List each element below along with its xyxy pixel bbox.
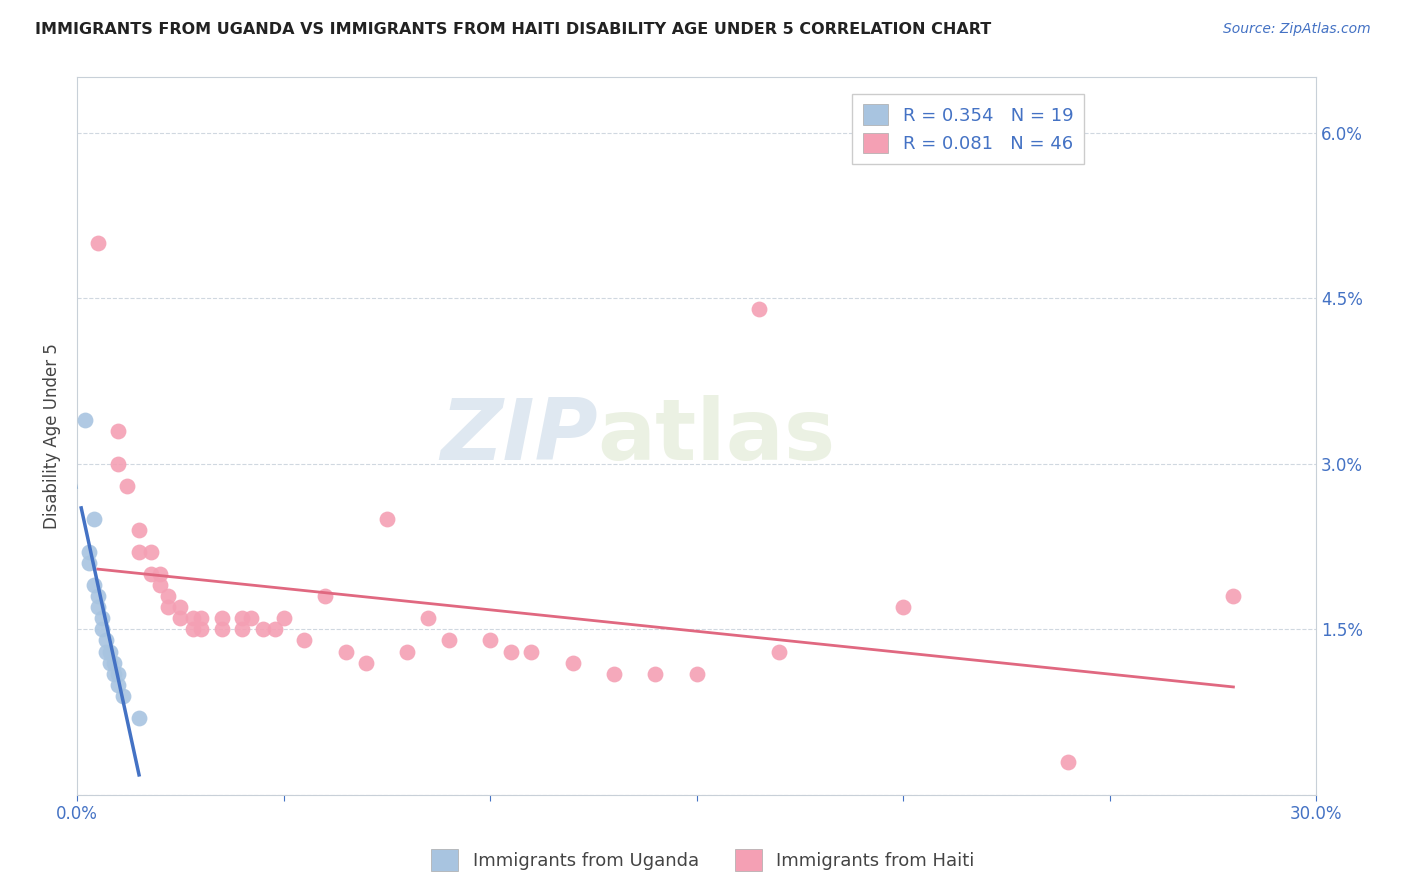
Point xyxy=(190,623,212,637)
Text: Source: ZipAtlas.com: Source: ZipAtlas.com xyxy=(1223,22,1371,37)
Point xyxy=(335,644,357,658)
Point xyxy=(416,611,439,625)
Point xyxy=(107,666,129,681)
Point xyxy=(561,656,583,670)
Point xyxy=(273,611,295,625)
Point xyxy=(354,656,377,670)
Point xyxy=(891,600,914,615)
Point xyxy=(94,633,117,648)
Point xyxy=(644,666,666,681)
Legend: Immigrants from Uganda, Immigrants from Haiti: Immigrants from Uganda, Immigrants from … xyxy=(425,842,981,879)
Point xyxy=(156,590,179,604)
Point xyxy=(107,424,129,438)
Point xyxy=(141,567,163,582)
Point xyxy=(479,633,502,648)
Point xyxy=(128,523,150,537)
Point xyxy=(94,644,117,658)
Point xyxy=(107,457,129,471)
Point xyxy=(314,590,336,604)
Point xyxy=(169,611,191,625)
Point xyxy=(149,578,172,592)
Point xyxy=(141,545,163,559)
Point xyxy=(396,644,419,658)
Point xyxy=(103,666,125,681)
Point xyxy=(90,611,112,625)
Point xyxy=(499,644,522,658)
Point xyxy=(111,689,134,703)
Text: IMMIGRANTS FROM UGANDA VS IMMIGRANTS FROM HAITI DISABILITY AGE UNDER 5 CORRELATI: IMMIGRANTS FROM UGANDA VS IMMIGRANTS FRO… xyxy=(35,22,991,37)
Point xyxy=(520,644,543,658)
Point xyxy=(107,678,129,692)
Point xyxy=(181,611,204,625)
Point xyxy=(87,600,110,615)
Point xyxy=(211,623,233,637)
Point xyxy=(375,512,398,526)
Point xyxy=(437,633,460,648)
Point xyxy=(190,611,212,625)
Point xyxy=(231,611,253,625)
Point xyxy=(128,711,150,725)
Point xyxy=(603,666,626,681)
Point xyxy=(79,556,101,570)
Point xyxy=(239,611,262,625)
Legend: R = 0.354   N = 19, R = 0.081   N = 46: R = 0.354 N = 19, R = 0.081 N = 46 xyxy=(852,94,1084,164)
Point xyxy=(156,600,179,615)
Point xyxy=(103,656,125,670)
Point xyxy=(128,545,150,559)
Point xyxy=(149,567,172,582)
Text: ZIP: ZIP xyxy=(440,395,598,478)
Point xyxy=(98,644,121,658)
Point xyxy=(768,644,790,658)
Point xyxy=(169,600,191,615)
Point xyxy=(87,590,110,604)
Y-axis label: Disability Age Under 5: Disability Age Under 5 xyxy=(44,343,60,529)
Point xyxy=(292,633,315,648)
Point xyxy=(79,545,101,559)
Point xyxy=(181,623,204,637)
Point xyxy=(90,623,112,637)
Point xyxy=(87,235,110,250)
Point xyxy=(211,611,233,625)
Point xyxy=(83,578,105,592)
Point xyxy=(1222,590,1244,604)
Point xyxy=(98,656,121,670)
Point xyxy=(115,479,138,493)
Point xyxy=(264,623,287,637)
Point xyxy=(1057,755,1080,769)
Point xyxy=(747,302,769,317)
Text: atlas: atlas xyxy=(598,395,835,478)
Point xyxy=(83,512,105,526)
Point xyxy=(75,413,97,427)
Point xyxy=(231,623,253,637)
Point xyxy=(252,623,274,637)
Point xyxy=(685,666,707,681)
